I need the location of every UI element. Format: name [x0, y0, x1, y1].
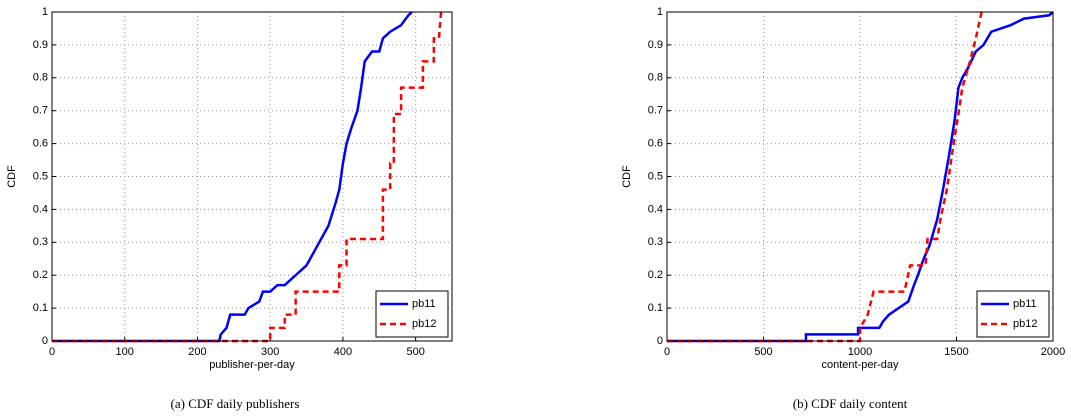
- x-tick-label: 100: [116, 346, 134, 358]
- caption: (b) CDF daily content: [793, 396, 908, 411]
- y-tick-label: 0.8: [648, 72, 663, 84]
- y-tick-label: 0.9: [648, 39, 663, 51]
- x-tick-label: 1500: [944, 346, 968, 358]
- cdf-line: [667, 11, 983, 343]
- y-tick-label: 0.3: [648, 236, 663, 248]
- y-tick-label: 0.4: [648, 203, 663, 215]
- x-tick-label: 500: [406, 346, 424, 358]
- y-tick-label: 0: [657, 335, 663, 347]
- y-tick-label: 0: [42, 335, 48, 347]
- y-tick-label: 0.2: [648, 269, 663, 281]
- y-tick-label: 0.3: [33, 236, 48, 248]
- x-axis-label: content-per-day: [821, 359, 899, 371]
- cdf-line: [667, 11, 1054, 343]
- legend-box: [375, 290, 449, 338]
- x-tick-label: 400: [334, 346, 352, 358]
- y-tick-label: 0.7: [33, 105, 48, 117]
- y-tick-label: 0.8: [33, 72, 48, 84]
- y-axis-label: CDF: [6, 165, 18, 188]
- caption: (a) CDF daily publishers: [171, 396, 300, 411]
- y-tick-label: 0.9: [33, 39, 48, 51]
- x-tick-label: 2000: [1041, 346, 1065, 358]
- legend-label: pb12: [1013, 318, 1037, 330]
- y-tick-label: 0.7: [648, 105, 663, 117]
- y-tick-label: 0.1: [648, 302, 663, 314]
- y-tick-label: 0.5: [33, 170, 48, 182]
- axes-frame: [51, 11, 453, 342]
- y-tick-label: 0.2: [33, 269, 48, 281]
- y-axis-label: CDF: [621, 165, 633, 188]
- legend-label: pb12: [412, 318, 436, 330]
- legend-label: pb11: [1013, 298, 1037, 310]
- x-tick-label: 1000: [848, 346, 872, 358]
- axes-frame: [666, 11, 1054, 342]
- y-tick-label: 1: [42, 6, 48, 18]
- y-tick-label: 0.6: [33, 138, 48, 150]
- x-axis-label: publisher-per-day: [209, 359, 295, 371]
- legend-box: [976, 290, 1050, 338]
- y-tick-label: 0.1: [33, 302, 48, 314]
- cdf-line: [52, 11, 443, 343]
- y-tick-label: 0.5: [648, 170, 663, 182]
- y-tick-label: 0.6: [648, 138, 663, 150]
- x-tick-label: 500: [754, 346, 772, 358]
- legend-label: pb11: [412, 298, 436, 310]
- x-tick-label: 0: [664, 346, 670, 358]
- x-tick-label: 0: [49, 346, 55, 358]
- x-tick-label: 300: [261, 346, 279, 358]
- x-tick-label: 200: [188, 346, 206, 358]
- cdf-line: [52, 11, 413, 343]
- y-tick-label: 0.4: [33, 203, 48, 215]
- y-tick-label: 1: [657, 6, 663, 18]
